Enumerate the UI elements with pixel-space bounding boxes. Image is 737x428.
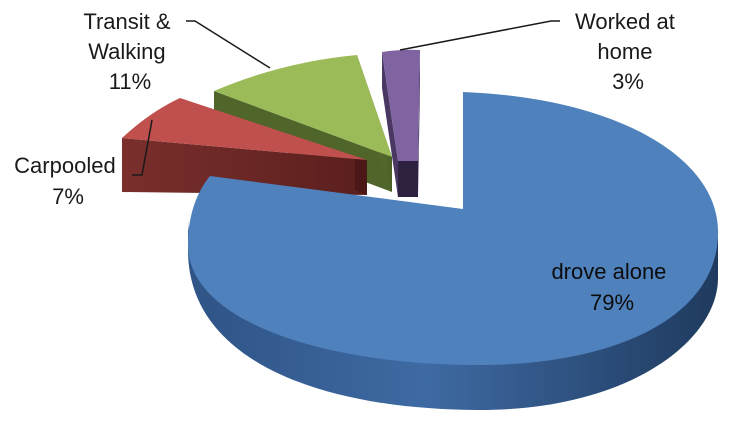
slice-side: [122, 138, 367, 195]
data-label-text: Transit &: [83, 9, 171, 34]
slice-side: [355, 158, 367, 195]
pie-slice-drove-alone: [188, 92, 719, 410]
leader-line-transit: [186, 20, 271, 69]
data-label-value: 11%: [109, 69, 151, 94]
data-label-text: Worked at: [575, 9, 675, 34]
data-label-text: drove alone: [551, 259, 666, 284]
slice-side: [418, 50, 420, 197]
leader-line-carpool: [132, 119, 153, 176]
data-label-transit: Transit & Walking 11%: [83, 9, 176, 94]
slice-side: [188, 220, 718, 410]
data-label-text: Carpooled: [14, 153, 116, 178]
slice-side: [382, 52, 398, 197]
slice-side: [398, 161, 418, 197]
slice-top: [188, 92, 719, 365]
data-label-home: Worked at home 3%: [575, 9, 681, 94]
slice-top: [382, 49, 420, 161]
data-label-drove: drove alone 79%: [551, 259, 672, 315]
data-label-text: home: [597, 39, 652, 64]
pie-slice-worked-at-home: [382, 49, 420, 197]
data-label-value: 7%: [52, 184, 84, 209]
data-label-value: 3%: [612, 69, 644, 94]
data-label-text: Walking: [88, 39, 165, 64]
slice-top: [214, 55, 392, 157]
data-label-carpool: Carpooled 7%: [14, 153, 122, 209]
slice-top: [122, 98, 367, 160]
pie-slice-carpooled: [122, 98, 367, 195]
data-label-value: 79%: [590, 290, 634, 315]
leader-line-home: [399, 20, 560, 51]
